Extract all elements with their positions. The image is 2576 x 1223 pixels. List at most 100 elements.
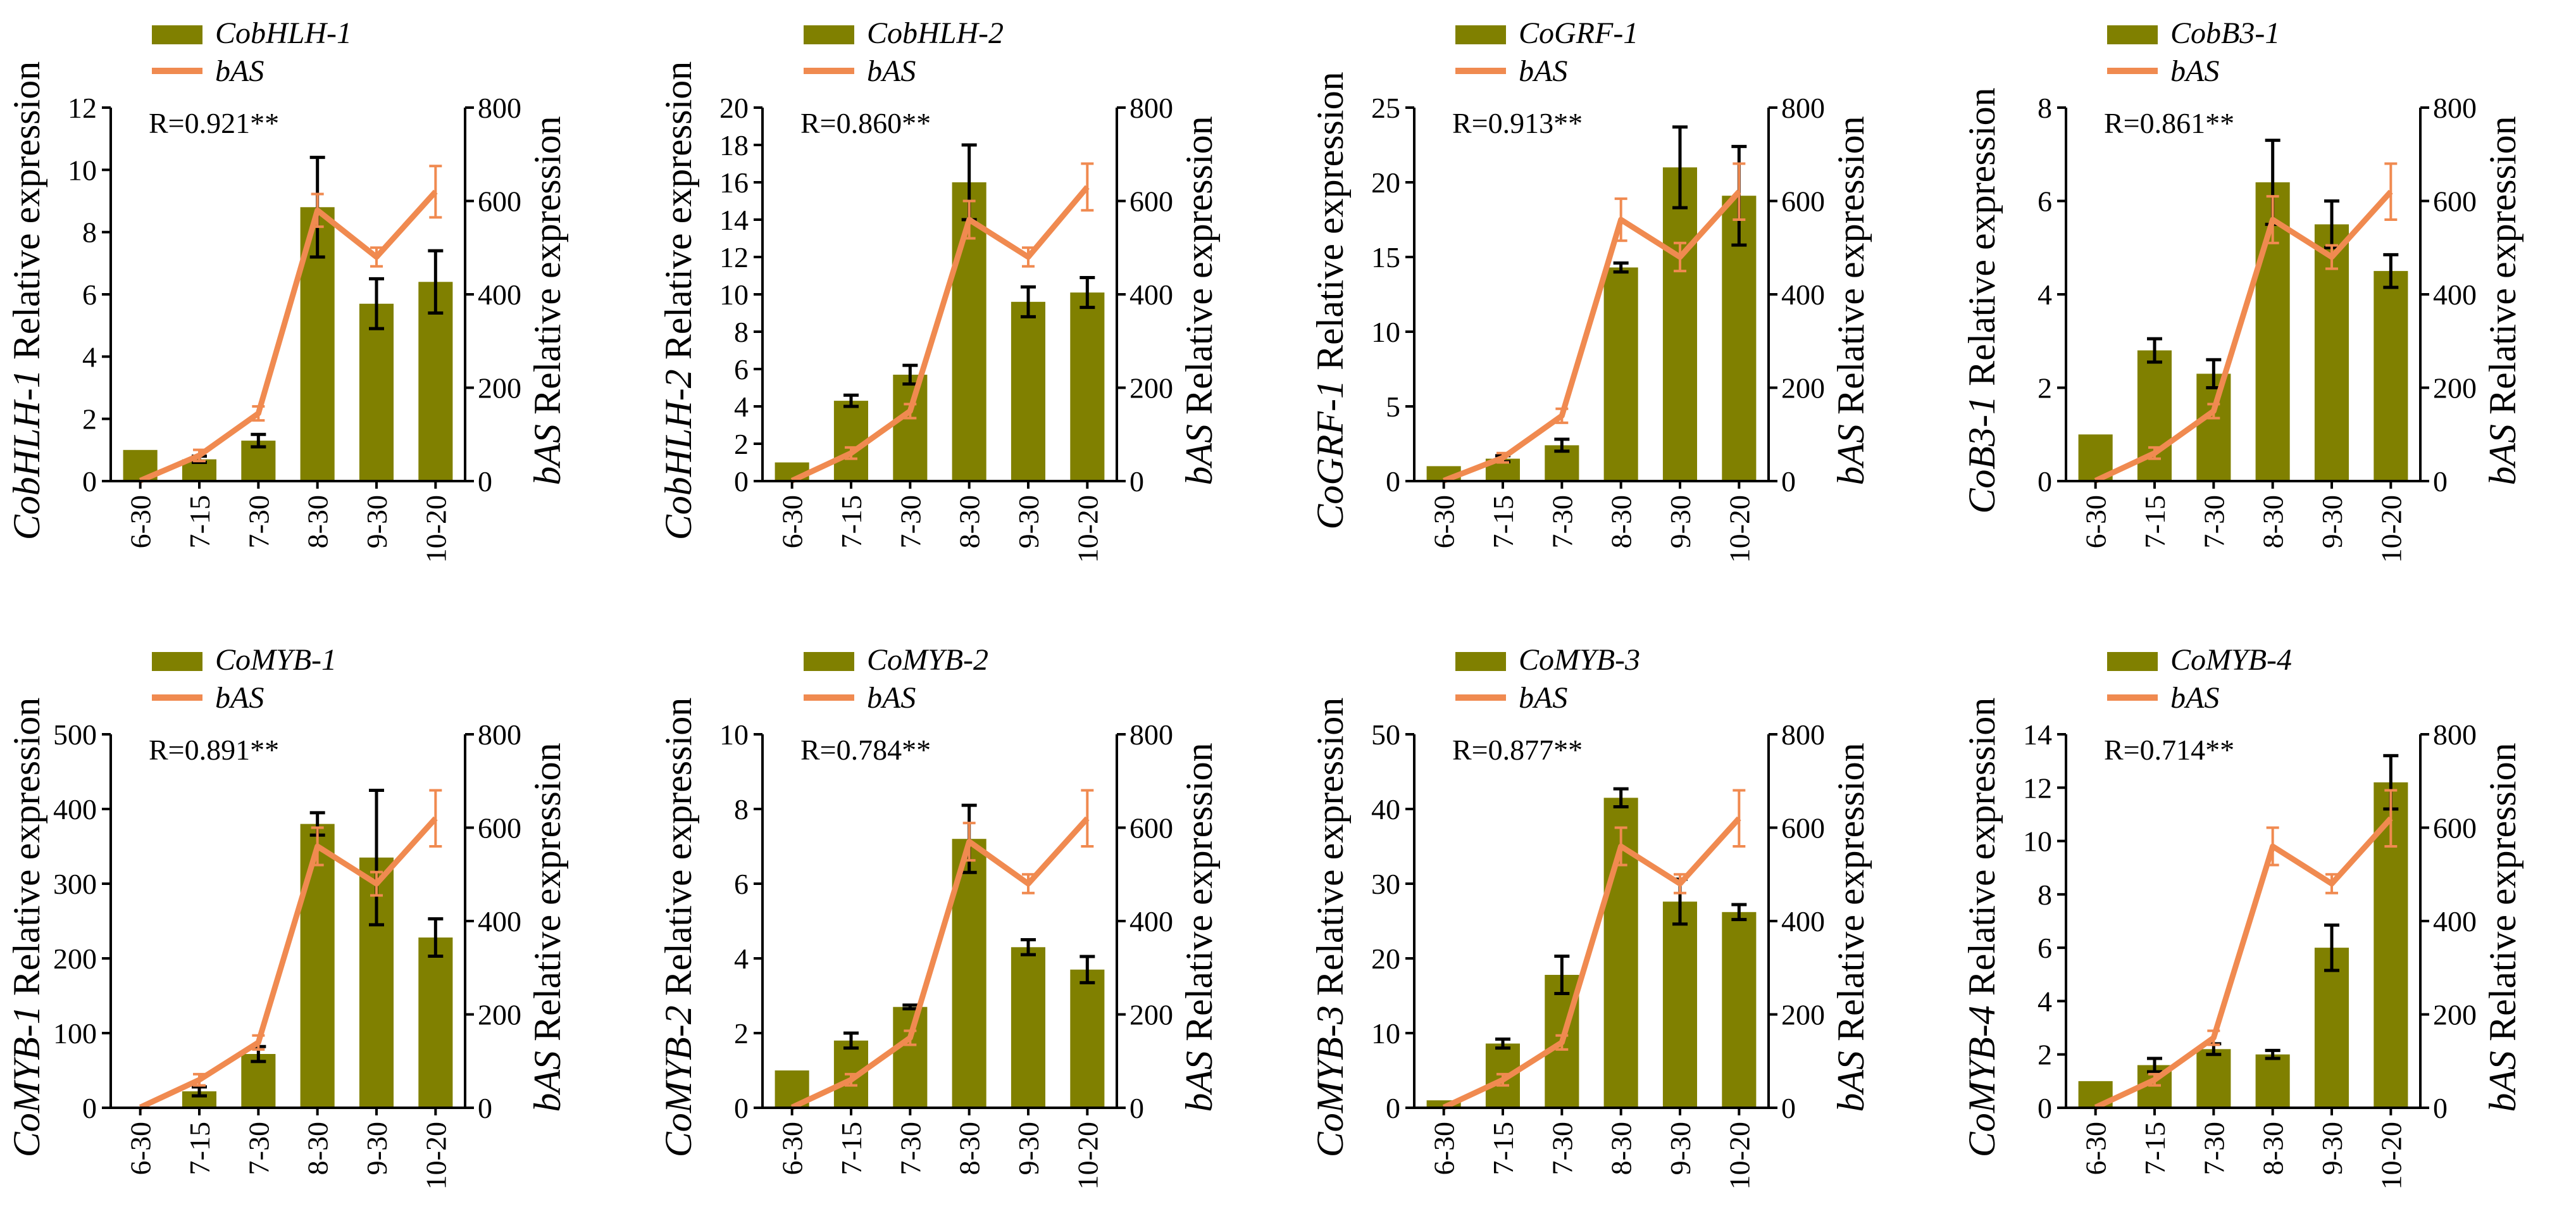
bar-8-30 [300,824,335,1108]
line-point-7-30 [2213,1037,2215,1039]
left-axis-title-text: Relative expression [1309,72,1351,380]
x-tick-label-6-30: 6-30 [125,1122,157,1175]
bar-10-20 [1722,912,1757,1108]
left-tick-label: 6 [734,868,749,900]
right-tick-label: 600 [1129,185,1173,218]
line-point-9-30 [1028,256,1029,258]
bar-10-20 [1070,292,1105,481]
legend-bar-swatch [804,652,854,671]
legend-bar-label: CoGRF-1 [1519,16,1638,50]
bas-line-series [2094,816,2393,1110]
right-tick-label: 0 [1781,1092,1796,1124]
left-tick-label: 14 [719,204,749,236]
left-tick-label: 0 [1386,1092,1400,1124]
left-tick-label: 4 [2038,985,2052,1017]
bar-9-30 [1662,167,1697,481]
x-tick-label-7-30: 7-30 [242,495,275,548]
legend-line-label: bAS [215,54,264,88]
left-tick-label: 2 [2038,1039,2052,1071]
right-tick-label: 200 [1781,999,1825,1031]
line-point-10-20 [1738,191,1740,192]
left-tick-label: 10 [1371,1017,1400,1050]
left-tick-label: 0 [1386,465,1400,498]
left-tick-label: 400 [53,793,97,825]
bar-7-30 [893,1007,928,1108]
right-tick-label: 400 [1129,279,1173,311]
left-tick-label: 500 [53,718,97,751]
left-tick-label: 300 [53,868,97,900]
line-point-10-20 [435,191,437,192]
right-tick-label: 600 [1781,812,1825,844]
line-point-7-30 [1561,1041,1563,1043]
left-axis-title: CoMYB-2 Relative expression [657,698,699,1158]
bar-8-30 [1603,267,1638,481]
left-tick-label: 8 [734,793,749,825]
right-tick-label: 800 [478,718,521,751]
right-tick-label: 0 [1781,465,1796,498]
chart-panel-1: 0 2 4 6 8 10 12 0 200 400 600 800 6-30 7-15 7-30 8-30 9-… [6,16,568,563]
x-tick-label-10-20: 10-20 [2375,1122,2407,1189]
legend-line-label: bAS [215,681,264,715]
left-tick-label: 2 [734,428,749,460]
right-axis-title-text: Relative expression [2482,116,2523,424]
right-tick-label: 0 [1129,1092,1144,1124]
x-tick-label-8-30: 8-30 [2257,1122,2289,1175]
left-axis-title-text: Relative expression [657,61,699,370]
x-tick-label-7-15: 7-15 [2139,495,2171,548]
right-axis-title-text: Relative expression [1830,116,1872,424]
left-axis-title-gene: CoMYB-3 [1309,1005,1351,1157]
right-tick-label: 200 [2433,999,2477,1031]
right-axis-title-text: Relative expression [1178,116,1220,424]
bar-7-15 [833,401,868,481]
left-axis-title-text: Relative expression [1961,87,2003,396]
right-axis-title-text: Relative expression [526,743,568,1051]
legend-line-label: bAS [2170,54,2219,88]
bar-10-20 [418,938,453,1108]
right-axis-title-text: Relative expression [1830,743,1872,1051]
x-tick-label-8-30: 8-30 [302,1122,334,1175]
left-axis-title: CobHLH-2 Relative expression [657,61,699,541]
correlation-label: R=0.714** [2104,734,2234,766]
left-axis-title-text: Relative expression [657,698,699,1006]
line-point-7-15 [1502,457,1503,459]
right-axis-title: bAS Relative expression [1178,743,1220,1112]
left-tick-label: 10 [719,718,749,751]
right-axis-title: bAS Relative expression [526,743,568,1112]
left-tick-label: 10 [719,279,749,311]
left-tick-label: 8 [734,316,749,348]
right-tick-label: 800 [1781,718,1825,751]
right-axis-title-gene: bAS [526,1051,568,1112]
right-tick-label: 200 [478,372,521,405]
bas-line-series [790,816,1090,1110]
x-tick-label-10-20: 10-20 [2375,495,2407,563]
right-axis-title-gene: bAS [526,424,568,486]
x-tick-label-9-30: 9-30 [1664,1122,1696,1175]
right-axis-title-gene: bAS [2482,424,2523,486]
bar-10-20 [418,282,453,481]
left-axis-title: CoMYB-3 Relative expression [1309,698,1351,1158]
left-tick-label: 6 [2038,185,2052,218]
legend-bar-swatch [152,25,202,44]
right-tick-label: 600 [2433,185,2477,218]
left-tick-label: 4 [734,391,749,423]
right-tick-label: 0 [2433,465,2448,498]
correlation-label: R=0.921** [149,107,279,139]
right-tick-label: 800 [1129,718,1173,751]
x-tick-label-6-30: 6-30 [1428,1122,1460,1175]
right-tick-label: 400 [478,905,521,938]
right-tick-label: 600 [478,812,521,844]
line-point-8-30 [1620,846,1622,847]
bas-line-series [1442,816,1741,1110]
right-tick-label: 800 [478,92,521,124]
right-axis-title-text: Relative expression [1178,743,1220,1051]
right-tick-label: 400 [2433,905,2477,938]
bar-9-30 [359,303,394,482]
left-tick-label: 5 [1386,391,1400,423]
legend-bar-swatch [1455,25,1506,44]
left-axis-title-gene: CoGRF-1 [1309,380,1351,530]
right-tick-label: 200 [1129,372,1173,405]
left-tick-label: 8 [2038,879,2052,911]
legend-bar-label: CoMYB-1 [215,643,337,677]
